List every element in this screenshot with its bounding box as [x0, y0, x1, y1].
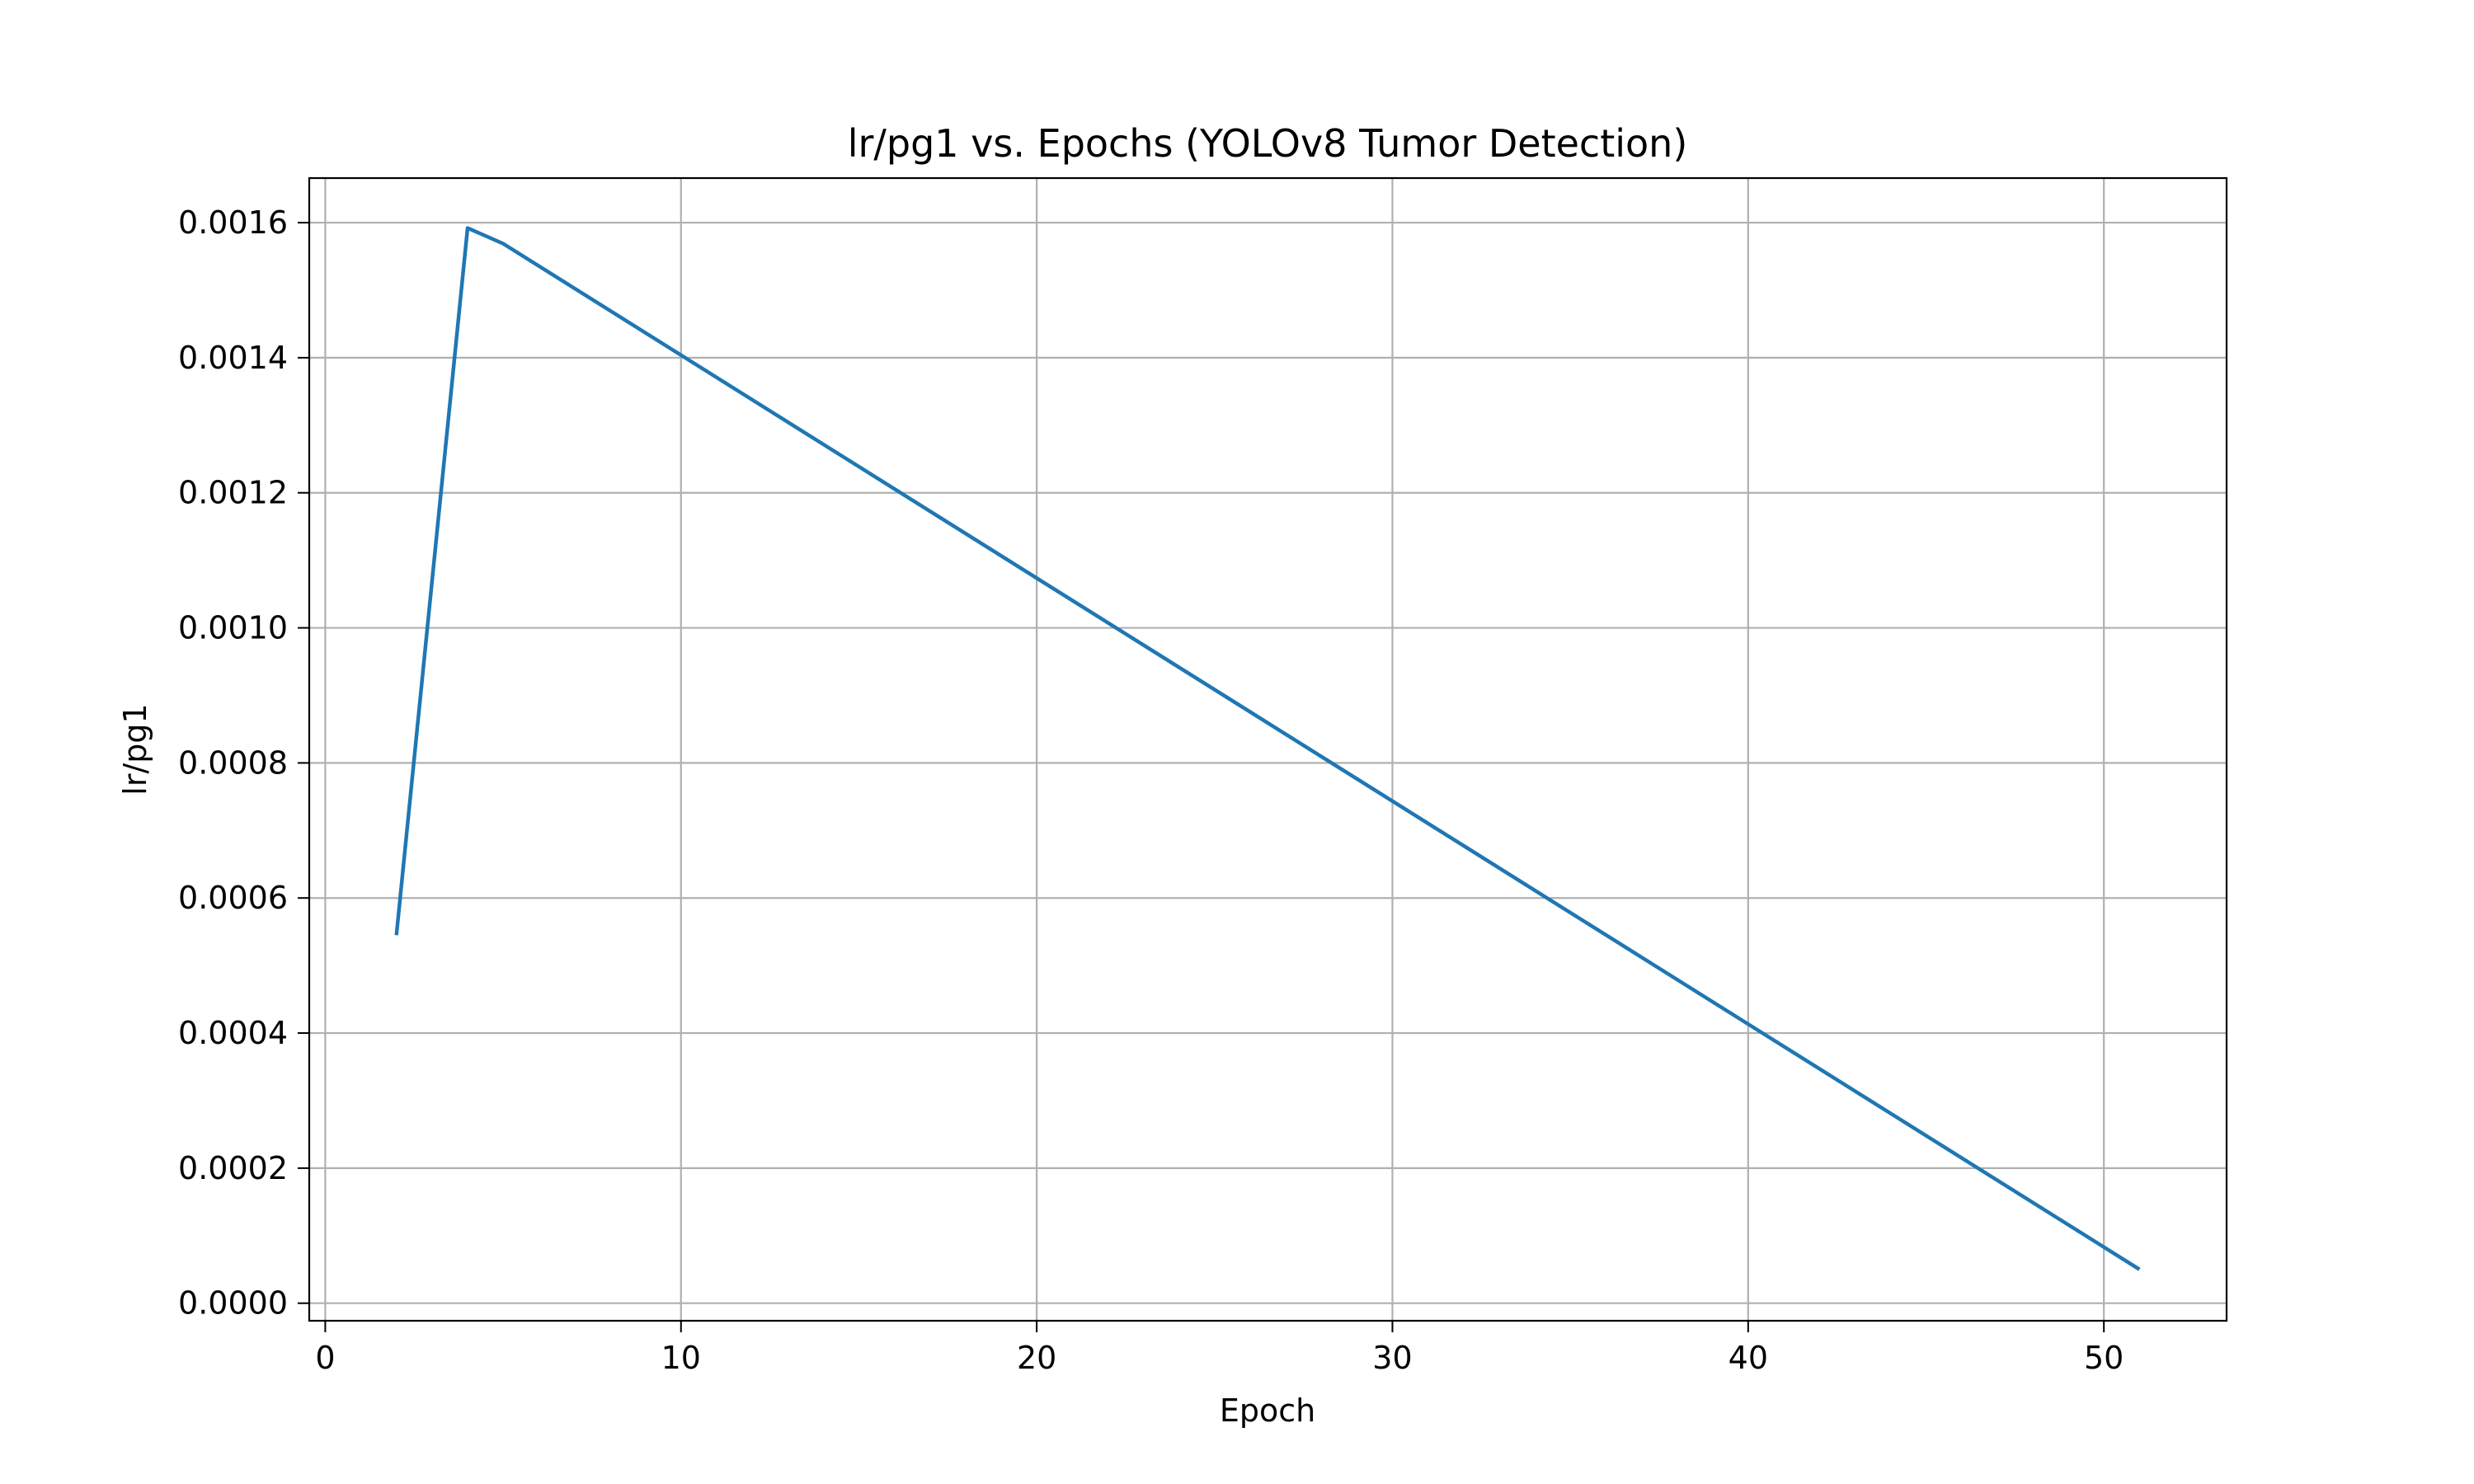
grid-lines — [309, 178, 2227, 1321]
y-tick-label: 0.0014 — [178, 340, 288, 376]
chart-title: lr/pg1 vs. Epochs (YOLOv8 Tumor Detectio… — [848, 121, 1688, 166]
ticks: 0 10 20 30 40 50 0.0000 0.0002 0.0004 0.0006 0.000… — [178, 204, 2124, 1376]
series-line — [394, 226, 2141, 1271]
x-tick-label: 10 — [661, 1340, 701, 1376]
y-tick-label: 0.0010 — [178, 610, 288, 646]
y-tick-label: 0.0008 — [178, 744, 288, 781]
x-tick-label: 0 — [315, 1340, 335, 1376]
y-tick-label: 0.0004 — [178, 1015, 288, 1051]
y-axis-label: lr/pg1 — [117, 703, 153, 795]
y-tick-label: 0.0000 — [178, 1285, 288, 1322]
x-tick-label: 20 — [1017, 1340, 1056, 1376]
x-tick-label: 30 — [1372, 1340, 1412, 1376]
y-tick-label: 0.0002 — [178, 1150, 288, 1186]
x-tick-label: 40 — [1729, 1340, 1768, 1376]
x-tick-label: 50 — [2084, 1340, 2124, 1376]
plot-frame — [308, 176, 2228, 1322]
y-tick-label: 0.0012 — [178, 475, 288, 511]
y-tick-label: 0.0016 — [178, 204, 288, 241]
y-tick-label: 0.0006 — [178, 880, 288, 916]
series-layer — [394, 226, 2141, 1271]
x-axis-label: Epoch — [1220, 1392, 1315, 1429]
